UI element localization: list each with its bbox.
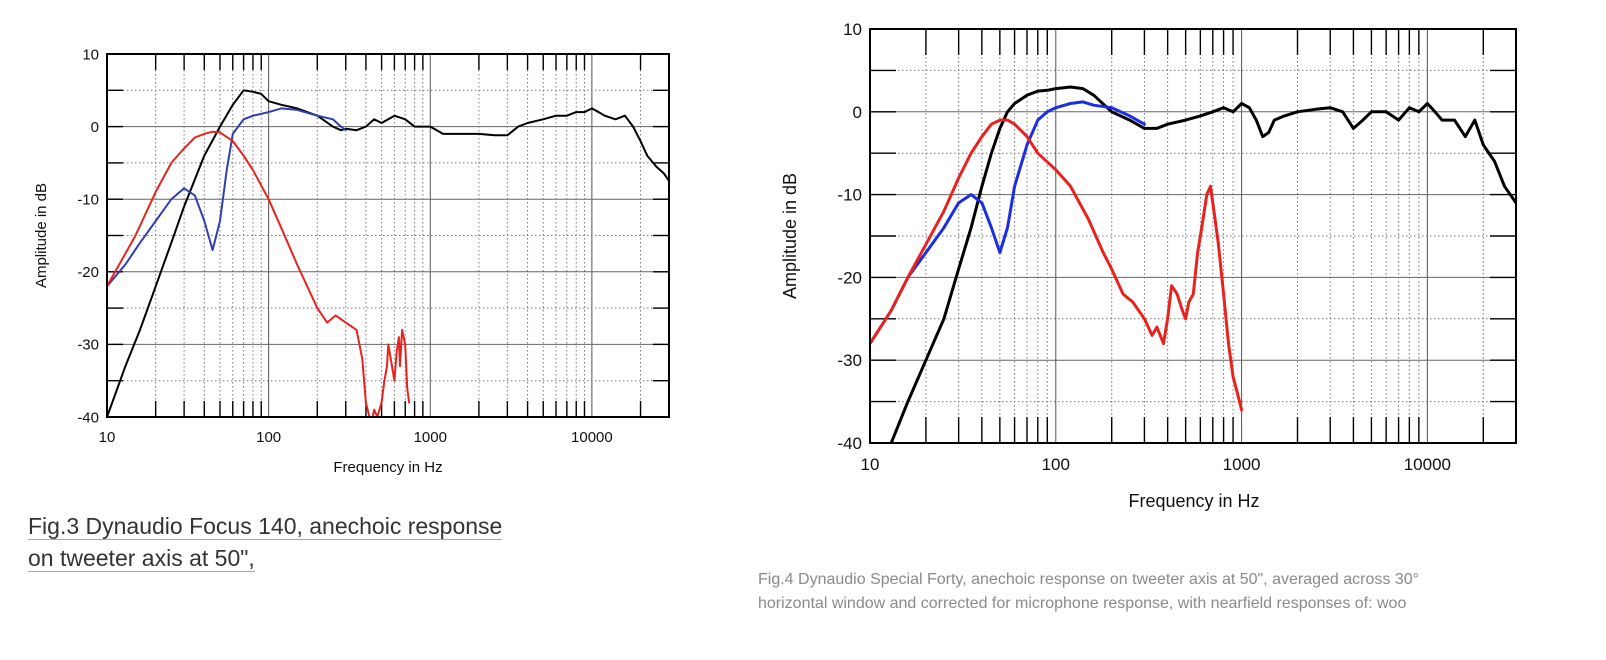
plot-frame [106,53,670,418]
x-tick-label: 100 [1042,455,1070,474]
x-tick-label: 100 [256,429,281,446]
y-tick-label: -10 [837,186,862,205]
y-tick-label: -30 [77,337,99,354]
series-line-blue [107,107,347,288]
y-tick-label: -20 [77,264,99,281]
y-tick-label: -30 [837,351,862,370]
y-axis-label: Amplitude in dB [33,183,50,288]
fig3-caption: Fig.3 Dynaudio Focus 140, anechoic respo… [28,510,588,574]
y-tick-label: -40 [77,409,99,426]
y-axis-label: Amplitude in dB [780,173,800,299]
y-tick-label: 0 [853,103,862,122]
x-axis-label: Frequency in Hz [1128,491,1259,511]
x-tick-label: 10 [99,429,116,446]
y-tick-label: 10 [82,46,99,63]
x-tick-label: 10000 [1404,455,1451,474]
y-tick-label: -20 [837,268,862,287]
chart-fig3: 10 0 -10 -20 -30 -40 10 100 1000 10000 Frequency i… [0,0,700,500]
x-tick-label: 10 [861,455,880,474]
series-line-blue_right [870,100,1146,346]
fig3-caption-line2: on tweeter axis at 50", [28,545,255,572]
x-tick-label: 1000 [1223,455,1261,474]
fig4-caption-line2: horizontal window and corrected for micr… [758,595,1407,612]
fig4-caption: Fig.4 Dynaudio Special Forty, anechoic r… [758,568,1548,616]
series-line-red [870,118,1244,412]
fig3-caption-line1: Fig.3 Dynaudio Focus 140, anechoic respo… [28,513,503,540]
x-tick-label: 10000 [571,429,613,446]
x-tick-label: 1000 [414,429,447,446]
series-line-red [107,130,411,417]
y-tick-label: 10 [843,20,862,39]
y-tick-label: -10 [77,191,99,208]
y-tick-label: 0 [91,119,99,136]
y-tick-label: -40 [837,434,862,453]
chart-fig4: 10 0 -10 -20 -30 -40 10 100 1000 10000 Frequency i… [760,0,1606,540]
fig4-caption-line1: Fig.4 Dynaudio Special Forty, anechoic r… [758,571,1420,588]
x-axis-label: Frequency in Hz [333,459,442,476]
series-line-black [889,85,1516,443]
plot-frame [869,28,1517,444]
series-line-black [107,89,669,417]
